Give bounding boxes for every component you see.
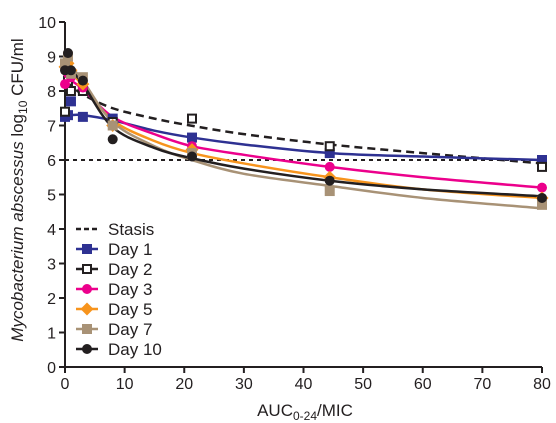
point-day-10 xyxy=(187,151,198,162)
y-tick-label: 7 xyxy=(47,119,56,136)
point-day-2 xyxy=(60,106,70,117)
y-tick-label: 2 xyxy=(47,291,56,308)
y-tick-label: 0 xyxy=(47,360,56,377)
point-day-1 xyxy=(65,96,76,107)
point-day-10 xyxy=(324,175,335,186)
legend-marker-day-7 xyxy=(82,324,92,334)
x-tick-label: 40 xyxy=(295,376,313,393)
point-day-10 xyxy=(537,192,547,203)
legend-marker-day-2 xyxy=(82,264,92,274)
x-tick-label: 80 xyxy=(533,376,551,393)
x-tick-label: 10 xyxy=(116,376,134,393)
x-tick-label: 60 xyxy=(414,376,432,393)
y-tick-label: 5 xyxy=(47,188,56,205)
point-day-7 xyxy=(537,199,547,210)
point-day-2 xyxy=(537,161,547,172)
y-tick-label: 9 xyxy=(47,50,56,67)
legend-label-day-5: Day 5 xyxy=(108,300,152,319)
y-tick-label: 3 xyxy=(47,257,56,274)
legend-label-day-7: Day 7 xyxy=(108,320,152,339)
legend-marker-day-3 xyxy=(82,284,92,294)
y-axis-label: Mycobacterium abscessus log10 CFU/ml xyxy=(8,38,30,341)
point-day-10 xyxy=(77,75,88,86)
legend-marker-day-1 xyxy=(82,244,92,254)
point-day-10 xyxy=(65,65,76,76)
point-day-2 xyxy=(324,141,335,152)
fit-curve-day-7 xyxy=(64,62,543,210)
legend-label-day-10: Day 10 xyxy=(108,340,162,359)
point-day-1 xyxy=(324,148,335,159)
x-tick-label: 50 xyxy=(354,376,372,393)
y-tick-label: 1 xyxy=(47,326,56,343)
dashed-fit-curve xyxy=(64,82,543,165)
point-day-2 xyxy=(187,113,198,124)
legend-label-day-3: Day 3 xyxy=(108,280,152,299)
point-day-3 xyxy=(537,182,547,193)
x-tick-label: 30 xyxy=(235,376,253,393)
point-day-1 xyxy=(187,132,198,143)
data-markers xyxy=(58,48,549,210)
legend-label-stasis: Stasis xyxy=(108,220,154,239)
legend-marker-day-5 xyxy=(80,302,94,316)
y-tick-label: 6 xyxy=(47,153,56,170)
point-day-7 xyxy=(60,58,70,69)
point-day-1 xyxy=(537,155,547,165)
legend-marker-day-10 xyxy=(82,344,92,354)
legend-label-day-1: Day 1 xyxy=(108,240,152,259)
y-tick-label: 10 xyxy=(38,15,56,32)
axes: 0 10 20 30 40 50 60 70 80 0 1 2 3 4 5 6 7 8 9 10 xyxy=(38,15,551,393)
point-day-7 xyxy=(324,186,335,197)
point-day-3 xyxy=(324,161,335,172)
point-day-3 xyxy=(60,79,70,90)
fit-curves xyxy=(64,62,543,210)
x-tick-label: 20 xyxy=(175,376,193,393)
point-day-1 xyxy=(77,111,88,122)
x-axis-label: AUC0-24/MIC xyxy=(257,401,353,423)
x-tick-label: 0 xyxy=(61,376,70,393)
point-day-10 xyxy=(62,48,73,59)
point-day-7 xyxy=(107,120,118,131)
point-day-2 xyxy=(65,86,76,96)
point-day-10 xyxy=(107,134,118,145)
y-tick-label: 8 xyxy=(47,84,56,101)
fit-curve-day-10 xyxy=(64,65,543,198)
legend-label-day-2: Day 2 xyxy=(108,260,152,279)
x-tick-label: 70 xyxy=(473,376,491,393)
y-tick-label: 4 xyxy=(47,222,56,239)
